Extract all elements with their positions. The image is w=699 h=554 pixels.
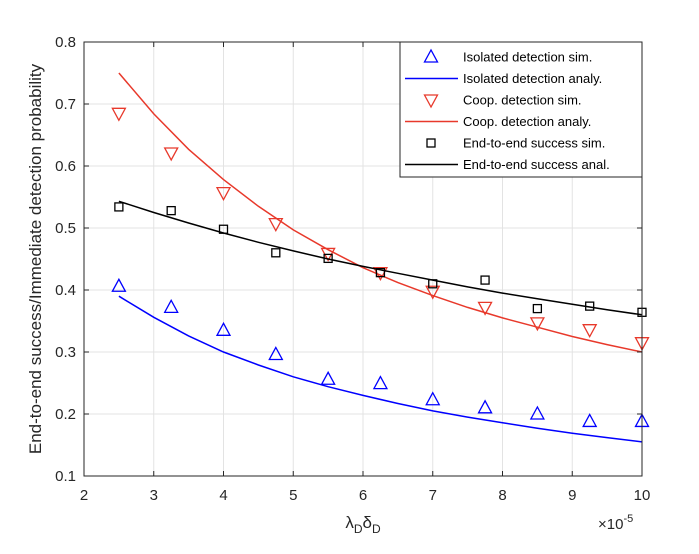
data-point-end-to-end-success-sim	[271, 248, 281, 258]
data-point-coop-detection-sim	[163, 147, 179, 162]
ticks: 2 3 4 5 6 7 8 9 10 0.1 0.2 0.3 0.4 0.5 0.6 0.7 0.8	[55, 34, 650, 504]
data-point-coop-detection-sim	[111, 107, 127, 122]
y-tick-label: 0.7	[55, 96, 76, 113]
x-tick-label: 3	[150, 487, 158, 504]
x-tick-label: 5	[289, 487, 297, 504]
y-tick-label: 0.4	[55, 282, 76, 299]
y-tick-label: 0.1	[55, 468, 76, 485]
y-tick-label: 0.3	[55, 344, 76, 361]
x-axis-label: λDδD	[345, 513, 381, 536]
data-point-coop-detection-sim	[529, 317, 545, 332]
x-exponent-label: ×10-5	[598, 513, 633, 533]
legend-box	[399, 41, 643, 178]
x-label-sub2: D	[372, 522, 381, 536]
y-tick-label: 0.2	[55, 406, 76, 423]
series-line-isolated-detection-analy	[118, 295, 643, 443]
series-line-coop-detection-analy	[118, 72, 643, 353]
legend-label-end-to-end-success-anal: End-to-end success anal.	[463, 157, 610, 172]
data-point-isolated-detection-sim	[529, 405, 545, 420]
series-layer	[111, 72, 650, 443]
legend-swatch-isolated-detection-sim	[423, 48, 439, 63]
legend: Isolated detection sim. Isolated detectio…	[399, 41, 643, 178]
data-point-end-to-end-success-sim	[532, 303, 543, 314]
data-point-coop-detection-sim	[477, 301, 493, 316]
x-tick-label: 2	[80, 487, 88, 504]
x-tick-label: 9	[568, 487, 576, 504]
legend-label-isolated-detection-analy: Isolated detection analy.	[463, 71, 602, 86]
y-tick-label: 0.5	[55, 220, 76, 237]
data-point-end-to-end-success-sim	[375, 267, 386, 278]
y-tick-label: 0.6	[55, 158, 76, 175]
x-tick-label: 4	[219, 487, 227, 504]
x-tick-label: 6	[359, 487, 367, 504]
data-point-isolated-detection-sim	[163, 298, 179, 314]
data-point-end-to-end-success-sim	[480, 275, 490, 285]
data-point-isolated-detection-sim	[372, 375, 389, 390]
legend-label-coop-detection-analy: Coop. detection analy.	[463, 114, 591, 129]
legend-label-end-to-end-success-sim: End-to-end success sim.	[463, 136, 605, 151]
legend-label-coop-detection-sim: Coop. detection sim.	[463, 93, 582, 108]
series-line-end-to-end-success-anal	[118, 200, 643, 316]
data-point-isolated-detection-sim	[477, 399, 493, 414]
data-point-coop-detection-sim	[215, 187, 232, 202]
data-point-coop-detection-sim	[425, 285, 441, 300]
data-point-isolated-detection-sim	[111, 277, 127, 292]
data-point-isolated-detection-sim	[320, 370, 336, 385]
legend-label-isolated-detection-sim: Isolated detection sim.	[463, 50, 592, 65]
x-tick-label: 7	[429, 487, 437, 504]
x-exponent-base: ×10	[598, 516, 623, 533]
x-tick-label: 8	[498, 487, 506, 504]
x-label-sub1: D	[354, 522, 363, 536]
x-tick-label: 10	[634, 487, 651, 504]
data-point-end-to-end-success-sim	[114, 202, 124, 212]
x-label-delta: δ	[363, 513, 372, 532]
data-point-isolated-detection-sim	[215, 321, 232, 336]
legend-swatch-coop-detection-sim	[423, 94, 439, 109]
x-label-lambda: λ	[345, 513, 354, 532]
data-point-isolated-detection-sim	[268, 346, 284, 361]
y-tick-label: 0.8	[55, 34, 76, 51]
y-axis-label: End-to-end success/Immediate detection p…	[26, 63, 45, 454]
data-point-isolated-detection-sim	[582, 413, 598, 428]
legend-swatch-end-to-end-success-sim	[426, 138, 436, 148]
data-point-coop-detection-sim	[582, 324, 598, 339]
x-exponent-power: -5	[623, 513, 633, 525]
data-point-end-to-end-success-sim	[166, 205, 176, 216]
data-point-isolated-detection-sim	[425, 391, 441, 406]
